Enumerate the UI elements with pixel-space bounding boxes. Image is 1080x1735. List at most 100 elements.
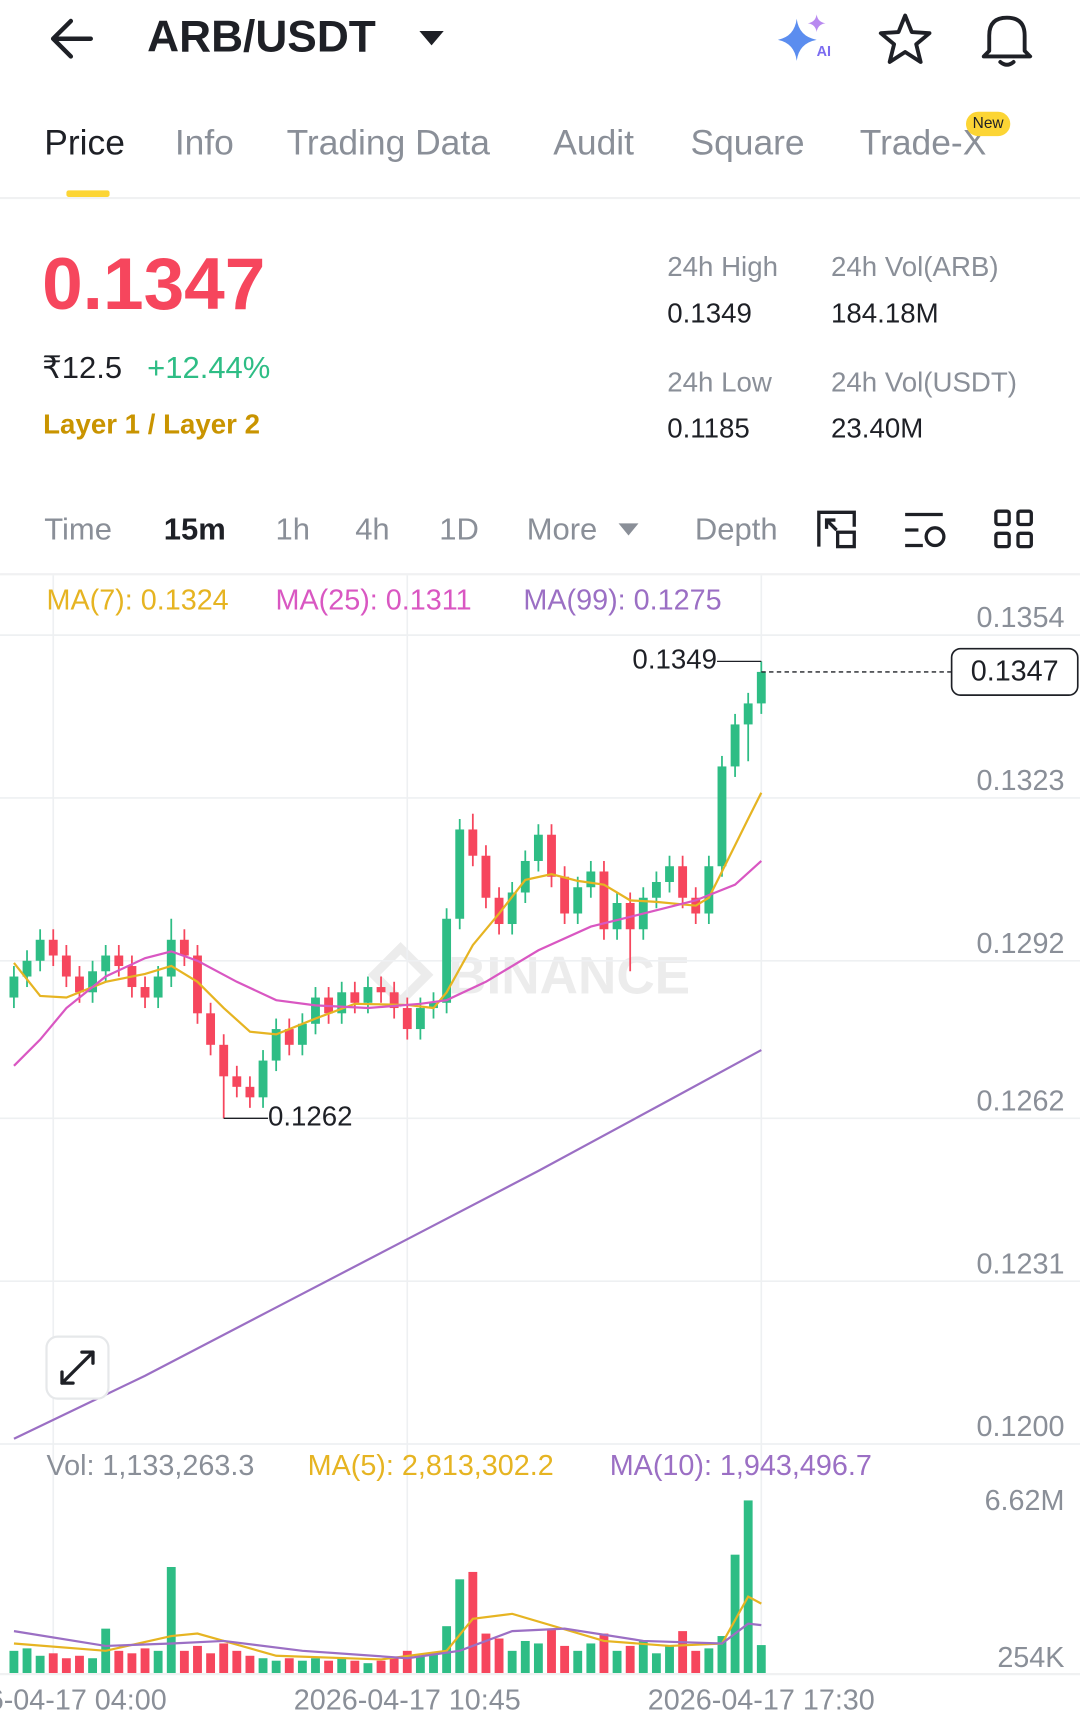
candle-body	[651, 881, 661, 898]
volume-ma-legend: MA(5): 2,813,302.2	[308, 1450, 554, 1482]
volume-bar	[743, 1500, 753, 1674]
volume-bar	[245, 1655, 255, 1674]
ma-legend: MA(7): 0.1324	[46, 585, 228, 617]
interval[interactable]: Time	[44, 511, 112, 546]
volume-bar	[9, 1650, 19, 1674]
candle-body	[9, 976, 19, 998]
interval[interactable]: 1h	[276, 511, 310, 546]
volume-bar	[337, 1658, 347, 1674]
volume-bar	[586, 1643, 596, 1674]
alert-button[interactable]	[981, 15, 1033, 67]
volume-bar	[717, 1636, 727, 1674]
volume-bar	[219, 1643, 229, 1674]
volume-bar	[520, 1640, 530, 1674]
volume-bar	[350, 1660, 360, 1674]
icon-stroke	[905, 512, 943, 548]
volume-bar	[389, 1658, 399, 1674]
more-dropdown[interactable]	[618, 523, 639, 536]
tab[interactable]: Trading Data	[287, 122, 491, 162]
candle-body	[547, 834, 556, 877]
volume-ma-line	[13, 1622, 762, 1660]
new-badge-text: New	[973, 115, 1005, 132]
candle-body	[402, 1008, 412, 1030]
tab[interactable]: Square	[690, 122, 804, 162]
pair-dropdown[interactable]	[419, 30, 444, 46]
category-tags[interactable]: Layer 1 / Layer 2	[43, 408, 260, 439]
volume-tick-label: 254K	[997, 1642, 1064, 1674]
interval-selected[interactable]: 15m	[164, 511, 226, 546]
back-button[interactable]	[50, 18, 93, 59]
volume-bar	[638, 1640, 648, 1674]
volume-bar	[651, 1653, 661, 1674]
low-label: 0.1262	[268, 1101, 353, 1132]
candle-body	[350, 992, 360, 1003]
candle-body	[573, 887, 583, 914]
pair-title[interactable]: ARB/USDT	[147, 13, 376, 62]
volume-bar	[48, 1653, 58, 1674]
watermark-text: BINANCE	[448, 946, 690, 1005]
volume-bar	[402, 1650, 412, 1674]
candle-body	[48, 939, 58, 956]
interval-more[interactable]: More	[527, 511, 598, 546]
volume-ma-legend: MA(10): 1,943,496.7	[610, 1450, 872, 1482]
stat-value: 0.1185	[667, 413, 750, 444]
volume-bar	[756, 1645, 766, 1674]
volume-bar	[284, 1658, 294, 1674]
candle-body	[363, 987, 373, 1003]
volume-bar	[140, 1648, 150, 1674]
layout-icon[interactable]	[994, 509, 1033, 549]
volume-bar	[61, 1658, 71, 1674]
icon-stroke	[835, 530, 856, 549]
stat-value: 0.1349	[667, 298, 752, 329]
chart-settings-icon[interactable]	[817, 510, 856, 549]
watermark-logo	[367, 942, 434, 1008]
icon-stroke	[994, 509, 1011, 527]
y-tick-label: 0.1292	[977, 928, 1065, 960]
tab[interactable]: Price	[44, 122, 125, 162]
candle-body	[153, 976, 163, 998]
candle-body	[442, 918, 452, 1003]
last-price: 0.1347	[42, 244, 265, 325]
volume-bar	[22, 1648, 32, 1674]
favorite-button[interactable]	[878, 13, 932, 64]
ai-button[interactable]: AI	[777, 14, 831, 61]
candle-body	[114, 955, 124, 967]
indicator-icon[interactable]	[905, 512, 946, 548]
volume-bar	[468, 1571, 478, 1674]
candle-body	[232, 1076, 242, 1087]
volume-bar	[206, 1653, 216, 1674]
candle-body	[468, 829, 478, 856]
candle-body	[665, 866, 674, 882]
x-tick-label: 2026-04-17 10:45	[294, 1684, 521, 1716]
volume-bar	[494, 1638, 504, 1674]
interval[interactable]: 1D	[439, 511, 479, 546]
icon-stroke	[994, 531, 1011, 549]
candle-body	[717, 766, 727, 867]
volume-bar	[166, 1567, 176, 1674]
volume-bar	[665, 1645, 674, 1674]
icon-stroke	[1016, 509, 1033, 527]
candle-body	[101, 955, 111, 972]
tab[interactable]: Audit	[553, 122, 634, 162]
tab[interactable]: Trade-X	[860, 122, 987, 162]
y-tick-label: 0.1200	[977, 1411, 1065, 1443]
kline-chart[interactable]: 0.1354 0.1323 0.1292 0.1262 0.1231 0.1200 2026…	[0, 575, 1080, 1716]
depth-tab[interactable]: Depth	[695, 511, 778, 546]
candle-body	[35, 939, 45, 961]
interval[interactable]: 4h	[355, 511, 389, 546]
stat-label: 24h Vol(USDT)	[831, 366, 1017, 397]
volume-bar	[547, 1628, 556, 1674]
expand-button[interactable]	[45, 1335, 110, 1400]
ai-sparkle	[777, 18, 817, 61]
volume-bar	[311, 1658, 320, 1674]
volume-bar	[114, 1650, 124, 1674]
ma-line	[13, 1049, 762, 1440]
y-tick-label: 0.1323	[977, 765, 1065, 797]
candle-body	[415, 1008, 425, 1030]
tab[interactable]: Info	[175, 122, 234, 162]
volume-bar	[455, 1579, 465, 1674]
candle-body	[455, 829, 465, 919]
icon-stroke	[1016, 531, 1033, 549]
stat-value: 184.18M	[831, 298, 939, 329]
new-badge	[966, 111, 1011, 137]
